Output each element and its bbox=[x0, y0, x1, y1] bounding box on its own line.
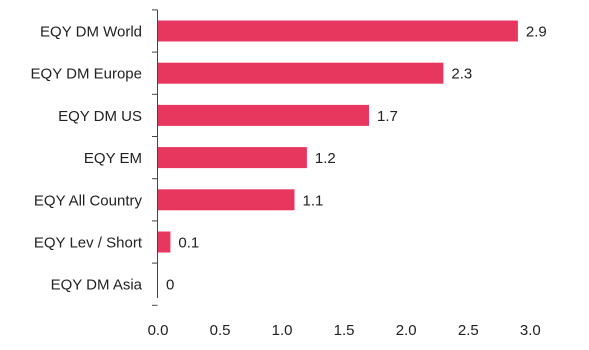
x-tick-label: 0.5 bbox=[210, 322, 231, 339]
x-tick-label: 1.0 bbox=[272, 322, 293, 339]
value-label: 1.1 bbox=[303, 192, 324, 209]
bar-2 bbox=[158, 104, 369, 126]
category-label: EQY Lev / Short bbox=[34, 235, 143, 252]
value-label: 2.3 bbox=[451, 66, 472, 83]
bars-layer bbox=[158, 20, 518, 253]
category-label: EQY DM Asia bbox=[51, 277, 143, 294]
labels-layer: EQY DM World 2.9 EQY DM Europe 2.3 EQY DM US… bbox=[31, 24, 547, 340]
x-tick-label: 1.5 bbox=[334, 322, 355, 339]
bar-1 bbox=[158, 62, 444, 84]
bar-4 bbox=[158, 189, 295, 211]
category-label: EQY All Country bbox=[34, 192, 143, 209]
value-label: 1.2 bbox=[315, 150, 336, 167]
x-tick-label: 3.0 bbox=[520, 322, 541, 339]
category-label: EQY DM World bbox=[40, 24, 142, 41]
value-label: 0 bbox=[166, 277, 174, 294]
x-tick-label: 2.0 bbox=[396, 322, 417, 339]
value-label: 2.9 bbox=[526, 24, 547, 41]
category-label: EQY EM bbox=[84, 150, 142, 167]
x-tick-label: 0.0 bbox=[148, 322, 169, 339]
category-label: EQY DM Europe bbox=[31, 66, 142, 83]
value-label: 1.7 bbox=[377, 108, 398, 125]
category-label: EQY DM US bbox=[58, 108, 142, 125]
bar-0 bbox=[158, 20, 518, 42]
axis-layer bbox=[152, 9, 158, 306]
value-label: 0.1 bbox=[178, 235, 199, 252]
bar-3 bbox=[158, 147, 307, 169]
bar-5 bbox=[158, 231, 171, 253]
x-tick-label: 2.5 bbox=[458, 322, 479, 339]
